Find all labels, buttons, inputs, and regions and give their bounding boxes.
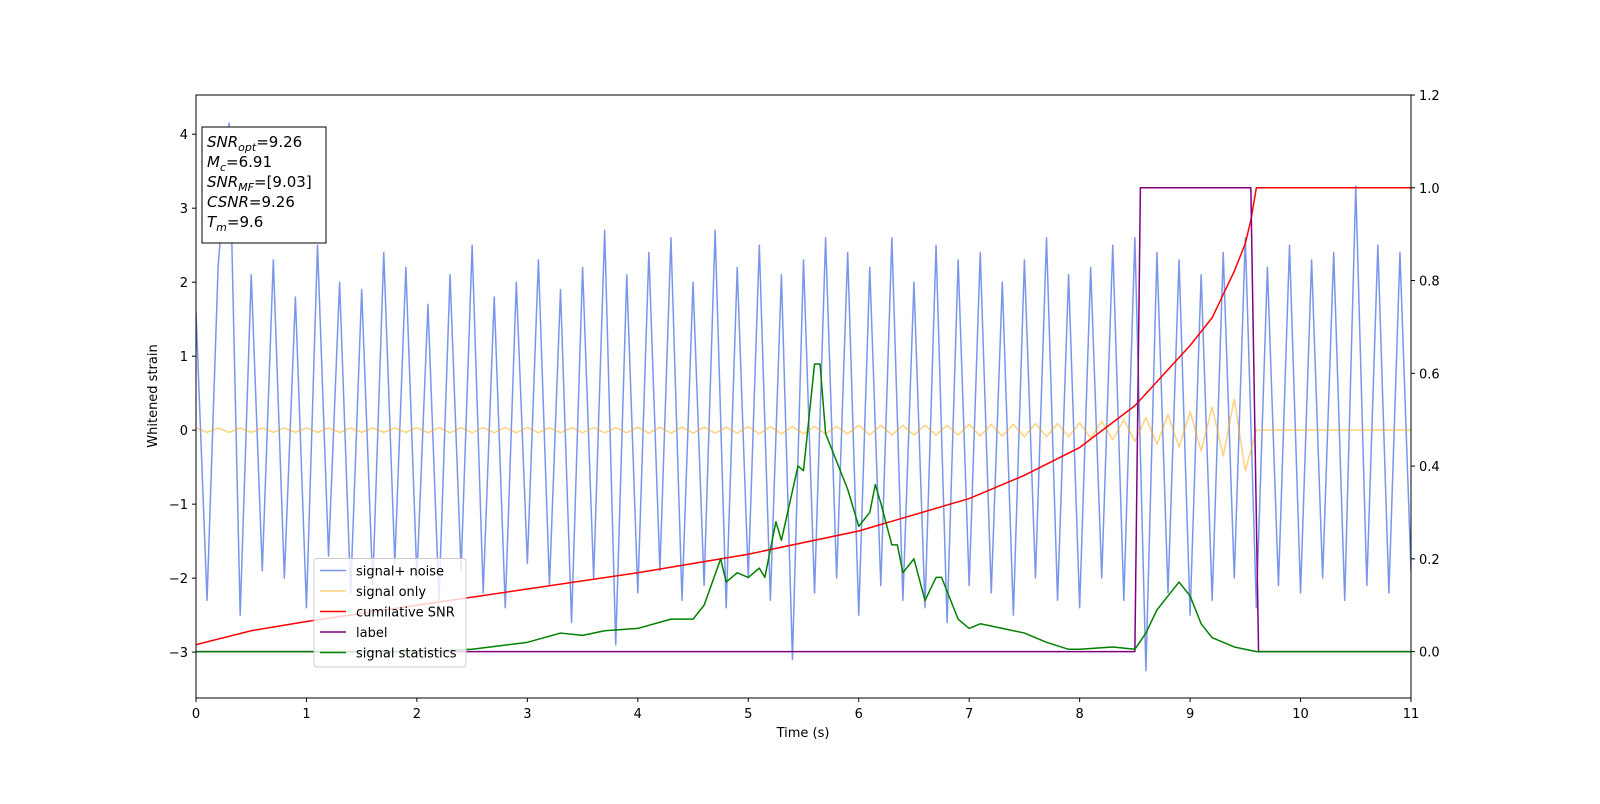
legend-box bbox=[313, 558, 467, 668]
annotation-subscript: m bbox=[216, 221, 227, 234]
y2-tick-label: 0.8 bbox=[1419, 275, 1440, 290]
annotation-symbol: SNR bbox=[207, 133, 238, 151]
y2-tick-label: 0.4 bbox=[1419, 460, 1440, 475]
series-line bbox=[196, 122, 1411, 672]
y2-tick-label: 1.0 bbox=[1419, 182, 1440, 197]
y-tick-label: −1 bbox=[169, 498, 188, 513]
annotation-value: =9.26 bbox=[249, 193, 295, 211]
x-tick-label: 1 bbox=[302, 707, 310, 722]
series-line bbox=[196, 363, 1411, 653]
y-tick-label: 1 bbox=[180, 350, 188, 365]
annotation-value: =9.6 bbox=[227, 213, 263, 231]
x-tick-label: 5 bbox=[744, 707, 752, 722]
legend-label: cumilative SNR bbox=[356, 606, 455, 621]
annotation-value: =[9.03] bbox=[254, 173, 312, 191]
annotation-text: Mc=6.91 bbox=[207, 153, 272, 174]
x-tick-label: 9 bbox=[1186, 707, 1194, 722]
axes-frame bbox=[195, 94, 1412, 699]
y-tick-label: 0 bbox=[180, 424, 188, 439]
legend-label: signal only bbox=[356, 585, 426, 600]
annotation-text: SNRopt=9.26 bbox=[207, 133, 302, 154]
annotation-text: Tm=9.6 bbox=[207, 213, 263, 234]
annotation-symbol: SNR bbox=[207, 173, 238, 191]
legend-label: signal statistics bbox=[356, 647, 457, 662]
x-tick-label: 6 bbox=[855, 707, 863, 722]
x-tick-label: 11 bbox=[1403, 707, 1420, 722]
y2-tick-label: 0.6 bbox=[1419, 367, 1440, 382]
x-tick-label: 8 bbox=[1075, 707, 1083, 722]
legend-label: signal+ noise bbox=[356, 565, 444, 580]
x-tick-label: 0 bbox=[192, 707, 200, 722]
annotation-value: =6.91 bbox=[226, 153, 272, 171]
y-axis-label: Whitened strain bbox=[146, 344, 161, 447]
y-tick-label: −3 bbox=[169, 646, 188, 661]
annotation-subscript: MF bbox=[238, 181, 254, 194]
annotation-text: SNRMF=[9.03] bbox=[207, 173, 312, 194]
legend-label: label bbox=[356, 626, 387, 641]
x-tick-label: 10 bbox=[1292, 707, 1309, 722]
y-tick-label: 3 bbox=[180, 202, 188, 217]
annotation-symbol: T bbox=[207, 213, 218, 231]
annotation-box bbox=[201, 126, 327, 244]
annotation-text: CSNR=9.26 bbox=[207, 193, 295, 211]
y-tick-label: −2 bbox=[169, 572, 188, 587]
annotation-subscript: opt bbox=[238, 141, 257, 154]
series-line bbox=[196, 398, 1411, 472]
annotation-value: =9.26 bbox=[256, 133, 302, 151]
annotation-subscript: c bbox=[220, 161, 226, 174]
x-tick-label: 2 bbox=[413, 707, 421, 722]
y-tick-label: 2 bbox=[180, 276, 188, 291]
annotation-symbol: CSNR bbox=[207, 193, 249, 211]
y-tick-label: 4 bbox=[180, 128, 188, 143]
y2-tick-label: 0.2 bbox=[1419, 553, 1440, 568]
x-axis-label: Time (s) bbox=[776, 726, 830, 741]
y2-tick-label: 0.0 bbox=[1419, 646, 1440, 661]
x-tick-label: 3 bbox=[523, 707, 531, 722]
annotation-symbol: M bbox=[207, 153, 220, 171]
y2-tick-label: 1.2 bbox=[1419, 89, 1440, 104]
x-tick-label: 4 bbox=[634, 707, 642, 722]
x-tick-label: 7 bbox=[965, 707, 973, 722]
